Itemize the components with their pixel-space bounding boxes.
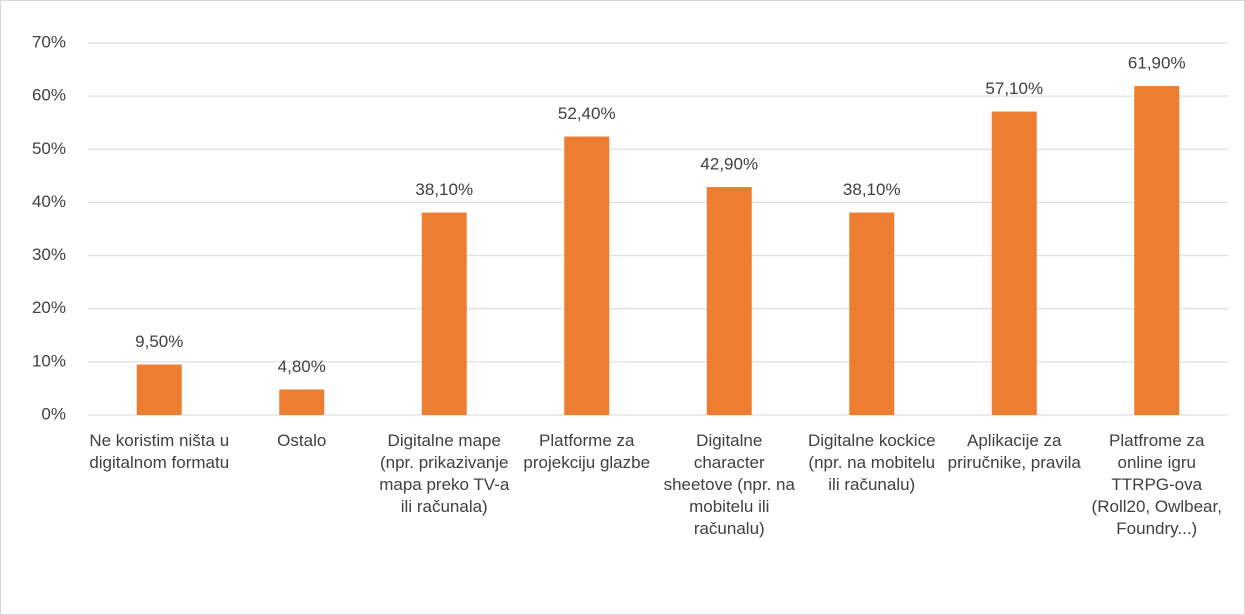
x-tick-label: Platfrome za online igru TTRPG-ova (Roll… (1091, 431, 1222, 538)
y-tick-label: 10% (32, 351, 66, 370)
y-tick-label: 40% (32, 192, 66, 211)
data-label: 52,40% (558, 104, 616, 123)
data-label: 38,10% (843, 180, 901, 199)
data-label: 9,50% (135, 332, 183, 351)
x-tick-label: Ne koristim ništa u digitalnom formatu (89, 431, 230, 472)
x-tick-label: Digitalne character sheetove (npr. na mo… (663, 431, 795, 538)
bar (421, 212, 467, 415)
data-label: 61,90% (1128, 54, 1186, 73)
data-label: 42,90% (700, 155, 758, 174)
bar (136, 364, 182, 415)
bar (991, 111, 1037, 415)
bar (706, 187, 752, 415)
bar (564, 136, 610, 415)
y-tick-label: 60% (32, 86, 66, 105)
bar (849, 212, 895, 415)
y-tick-label: 70% (32, 32, 66, 51)
y-tick-label: 0% (41, 404, 66, 423)
y-tick-label: 20% (32, 298, 66, 317)
x-tick-label: Digitalne kockice (npr. na mobitelu ili … (807, 431, 936, 494)
data-label: 38,10% (415, 180, 473, 199)
bar (1134, 86, 1180, 415)
x-tick-label: Platforme za projekciju glazbe (523, 431, 651, 472)
x-tick-label: Digitalne mape (npr. prikazivanje mapa p… (379, 431, 510, 516)
data-label: 4,80% (278, 357, 326, 376)
x-tick-label: Ostalo (277, 431, 327, 450)
bar (279, 389, 325, 415)
x-tick-label: Aplikacije za priručnike, pravila (947, 431, 1081, 472)
y-tick-label: 30% (32, 245, 66, 264)
y-tick-label: 50% (32, 139, 66, 158)
data-label: 57,10% (985, 79, 1043, 98)
